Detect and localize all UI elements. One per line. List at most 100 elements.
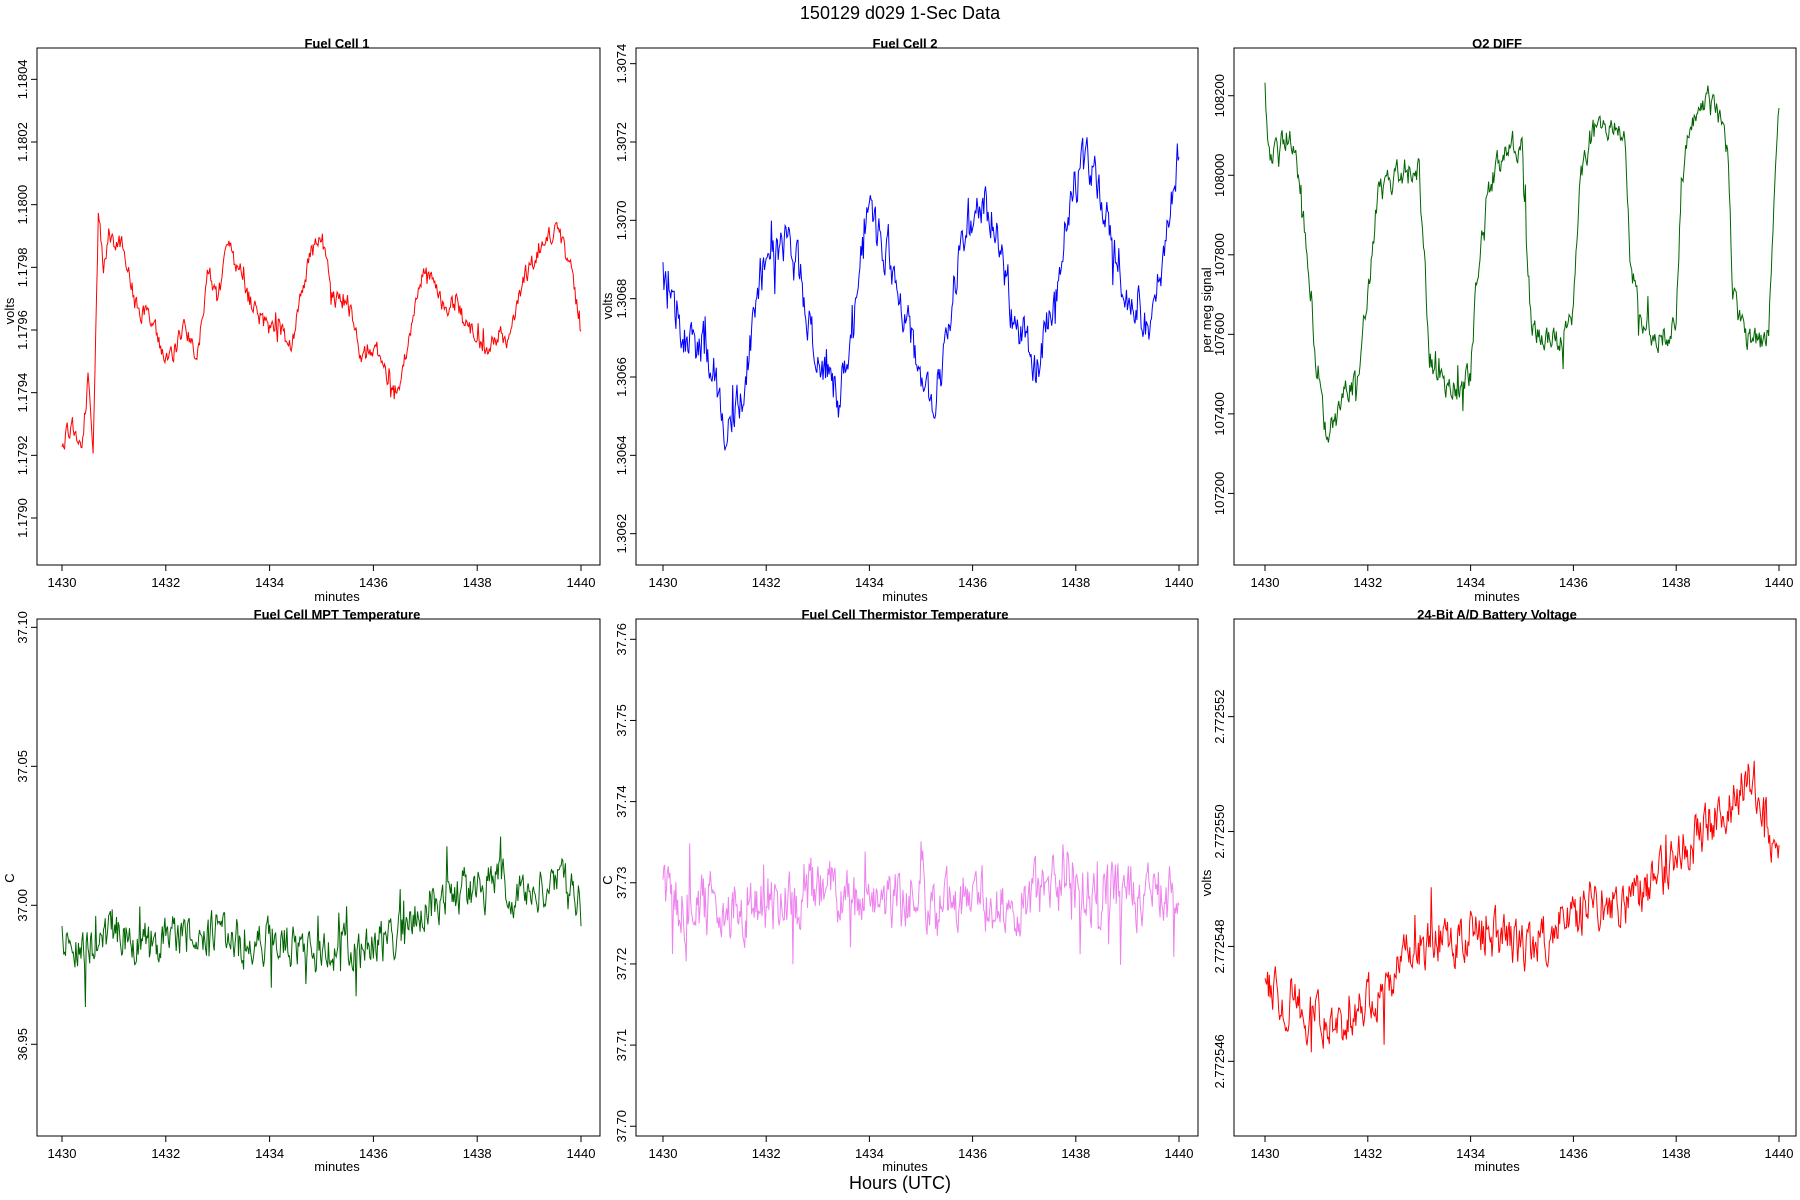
x-axis-label: minutes	[1474, 1159, 1520, 1174]
y-tick-label: 1.1804	[15, 59, 30, 99]
x-tick-label: 1430	[1251, 1146, 1280, 1161]
figure-xlabel: Hours (UTC)	[849, 1173, 951, 1193]
y-tick-label: 36.95	[15, 1028, 30, 1061]
y-tick-label: 1.1794	[15, 373, 30, 413]
panel-fuel-cell-1: Fuel Cell 1 minutes volts	[2, 36, 370, 604]
panel-mpt-temperature: Fuel Cell MPT Temperature minutes C	[2, 607, 420, 1174]
x-axis-label: minutes	[882, 1159, 928, 1174]
x-tick-label: 1436	[359, 575, 388, 590]
panel-title: Fuel Cell 1	[304, 36, 369, 51]
y-tick-label: 107600	[1212, 313, 1227, 356]
y-tick-label: 37.74	[614, 785, 629, 818]
chart-1: 1430 1432 1434 1436 1438 1440 1.3062 1.3064 1.30…	[614, 44, 1199, 590]
x-axis-label: minutes	[314, 1159, 360, 1174]
x-tick-label: 1434	[1456, 575, 1485, 590]
y-tick-label: 1.1800	[15, 185, 30, 225]
series-line	[61, 836, 582, 1008]
x-axis-label: minutes	[882, 589, 928, 604]
y-tick-label: 1.1796	[15, 310, 30, 350]
x-axis-label: minutes	[314, 589, 360, 604]
y-tick-label: 1.3070	[614, 200, 629, 240]
series-line	[1264, 82, 1780, 443]
y-tick-label: 37.72	[614, 948, 629, 981]
panel-title: Fuel Cell Thermistor Temperature	[801, 607, 1008, 622]
y-tick-label: 1.1802	[15, 122, 30, 162]
x-tick-label: 1440	[1165, 575, 1194, 590]
x-tick-label: 1432	[1353, 575, 1382, 590]
chart-4: 1430 1432 1434 1436 1438 1440 37.70 37.71 37.72 3…	[614, 618, 1199, 1161]
y-tick-label: 108000	[1212, 154, 1227, 197]
panel-title: Fuel Cell MPT Temperature	[254, 607, 421, 622]
panel-o2-diff: O2 DIFF minutes per meg signal	[1199, 36, 1522, 604]
y-tick-label: 37.75	[614, 704, 629, 737]
x-tick-label: 1430	[649, 575, 678, 590]
y-tick-label: 1.1790	[15, 498, 30, 538]
x-tick-label: 1440	[567, 1146, 596, 1161]
y-axis-label: volts	[600, 292, 615, 319]
x-axis-label: minutes	[1474, 589, 1520, 604]
x-tick-label: 1440	[1765, 1146, 1794, 1161]
x-tick-label: 1438	[463, 1146, 492, 1161]
x-tick-label: 1430	[1251, 575, 1280, 590]
panel-title: Fuel Cell 2	[872, 36, 937, 51]
y-axis-label: C	[2, 873, 17, 882]
series-line	[61, 212, 582, 454]
chart-2: 1430 1432 1434 1436 1438 1440 107200 107400 1076…	[1212, 47, 1797, 590]
series-line	[662, 841, 1180, 965]
y-axis-label: C	[600, 875, 615, 884]
x-tick-label: 1430	[649, 1146, 678, 1161]
x-tick-label: 1438	[1061, 1146, 1090, 1161]
x-tick-label: 1432	[151, 1146, 180, 1161]
y-tick-label: 37.70	[614, 1110, 629, 1143]
y-axis-label: volts	[2, 297, 17, 324]
x-tick-label: 1436	[958, 575, 987, 590]
y-tick-label: 37.73	[614, 867, 629, 900]
y-tick-label: 107200	[1212, 472, 1227, 515]
panel-thermistor-temperature: Fuel Cell Thermistor Temperature minutes…	[600, 607, 1009, 1174]
x-tick-label: 1430	[48, 575, 77, 590]
y-tick-label: 2.772548	[1212, 919, 1227, 973]
x-tick-label: 1440	[567, 575, 596, 590]
x-tick-label: 1436	[958, 1146, 987, 1161]
panel-fuel-cell-2: Fuel Cell 2 minutes volts	[600, 36, 938, 604]
chart-0: 1430 1432 1434 1436 1438 1440 1.1790 1.1792 1.17…	[15, 47, 601, 590]
y-tick-label: 1.3062	[614, 514, 629, 554]
y-tick-label: 2.772550	[1212, 804, 1227, 858]
x-tick-label: 1434	[1456, 1146, 1485, 1161]
panel-title: 24-Bit A/D Battery Voltage	[1417, 607, 1577, 622]
x-tick-label: 1434	[255, 1146, 284, 1161]
series-line	[1264, 760, 1780, 1053]
x-tick-label: 1434	[255, 575, 284, 590]
x-tick-label: 1434	[855, 575, 884, 590]
x-tick-label: 1440	[1165, 1146, 1194, 1161]
x-tick-label: 1436	[1559, 1146, 1588, 1161]
x-tick-label: 1436	[1559, 575, 1588, 590]
y-tick-label: 1.3068	[614, 279, 629, 319]
x-tick-label: 1434	[855, 1146, 884, 1161]
y-axis-label: per meg signal	[1199, 267, 1214, 352]
x-tick-label: 1438	[1662, 575, 1691, 590]
x-tick-label: 1432	[752, 575, 781, 590]
y-tick-label: 107800	[1212, 233, 1227, 276]
y-tick-label: 107400	[1212, 392, 1227, 435]
x-tick-label: 1438	[1662, 1146, 1691, 1161]
y-tick-label: 37.10	[15, 611, 30, 644]
y-tick-label: 37.71	[614, 1029, 629, 1062]
panel-battery-voltage: 24-Bit A/D Battery Voltage minutes volts	[1199, 607, 1577, 1174]
panel-title: O2 DIFF	[1472, 36, 1522, 51]
y-tick-label: 1.1792	[15, 435, 30, 475]
y-tick-label: 37.00	[15, 889, 30, 922]
chart-5: 1430 1432 1434 1436 1438 1440 2.772546 2.772548…	[1212, 618, 1797, 1161]
x-tick-label: 1432	[151, 575, 180, 590]
y-tick-label: 108200	[1212, 74, 1227, 117]
x-tick-label: 1438	[463, 575, 492, 590]
x-tick-label: 1440	[1765, 575, 1794, 590]
y-tick-label: 37.05	[15, 750, 30, 783]
x-tick-label: 1430	[48, 1146, 77, 1161]
y-tick-label: 2.772546	[1212, 1034, 1227, 1088]
series-line	[662, 137, 1180, 451]
y-tick-label: 1.3064	[614, 435, 629, 475]
y-tick-label: 1.3072	[614, 122, 629, 162]
